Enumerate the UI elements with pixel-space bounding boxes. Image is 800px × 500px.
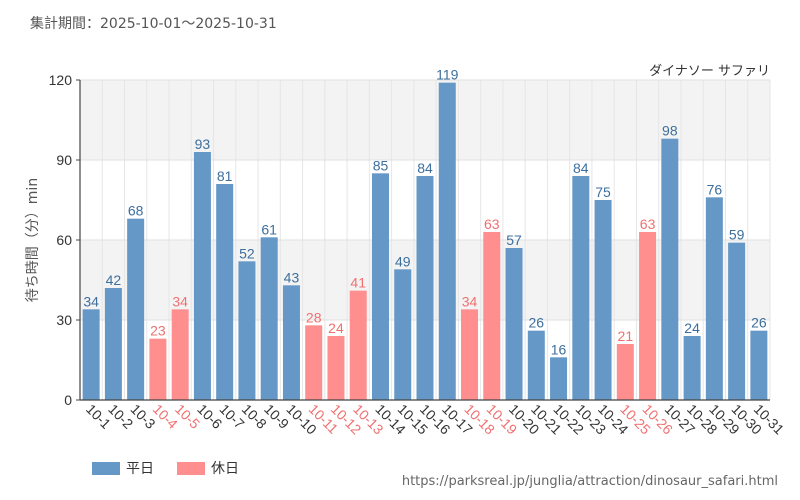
bar [193,152,211,400]
bar-value-label: 57 [506,232,522,248]
bar [728,242,746,400]
bar-value-label: 16 [551,341,567,357]
bar [260,237,278,400]
legend-weekday: 平日 [92,458,154,478]
bar [639,232,657,400]
bar-value-label: 42 [106,272,122,288]
bar-value-label: 34 [172,293,188,309]
legend-holiday-swatch [177,461,205,475]
bar [483,232,501,400]
bar-value-label: 61 [261,221,277,237]
bar [438,82,456,401]
bar-value-label: 81 [217,168,233,184]
bar-value-label: 26 [529,315,545,331]
bar [82,309,100,400]
bar [349,290,367,400]
bar-value-label: 76 [707,181,723,197]
bar [371,173,389,400]
bar [661,138,679,400]
bar-value-label: 93 [195,136,211,152]
bar-value-label: 24 [684,320,700,336]
y-tick-label: 0 [64,392,72,408]
bar [461,309,479,400]
bar [616,344,634,400]
period-label: 集計期間：2025-10-01～2025-10-31 [30,16,277,32]
bar-value-label: 52 [239,245,255,261]
legend-holiday-label: 休日 [211,461,239,477]
bar-value-label: 28 [306,309,322,325]
bar [171,309,189,400]
bar-value-label: 23 [150,323,166,339]
bar-value-label: 59 [729,227,745,243]
bar-value-label: 84 [417,160,433,176]
bar-value-label: 63 [640,216,656,232]
y-tick-label: 90 [56,152,72,168]
bar [238,261,256,400]
bar [750,330,768,400]
bar-value-label: 41 [350,275,366,291]
bar [327,336,345,400]
source-url: https://parksreal.jp/junglia/attraction/… [401,474,778,489]
bar-value-label: 85 [373,157,389,173]
bar-value-label: 34 [462,293,478,309]
bar [705,197,723,400]
chart-title: ダイナソー サファリ [649,64,770,79]
bar-value-label: 49 [395,253,411,269]
bar-value-label: 34 [83,293,99,309]
y-tick-label: 30 [56,312,72,328]
legend-holiday: 休日 [177,458,239,478]
bar [505,248,523,400]
bar-value-label: 68 [128,203,144,219]
bar [149,338,167,400]
bar [104,288,122,400]
bar [416,176,434,400]
bar [572,176,590,400]
bar-value-label: 98 [662,123,678,139]
y-axis-label: 待ち時間（分）min [25,178,41,302]
bar-value-label: 26 [751,315,767,331]
bar [127,218,145,400]
bar [683,336,701,400]
plot-band [80,80,770,160]
bar [216,184,234,400]
bar [527,330,545,400]
bar [594,200,612,400]
bar-value-label: 21 [618,328,634,344]
bar-value-label: 43 [284,269,300,285]
y-tick-label: 60 [56,232,72,248]
legend-weekday-label: 平日 [126,461,154,477]
bar [550,357,568,400]
y-tick-label: 120 [49,72,73,88]
bar [305,325,323,400]
bar-value-label: 24 [328,320,344,336]
legend-weekday-swatch [92,461,120,475]
bar [282,285,300,400]
bar-value-label: 63 [484,216,500,232]
bar-value-label: 119 [436,67,459,83]
bar [394,269,412,400]
bar-value-label: 84 [573,160,589,176]
bar-value-label: 75 [595,184,611,200]
